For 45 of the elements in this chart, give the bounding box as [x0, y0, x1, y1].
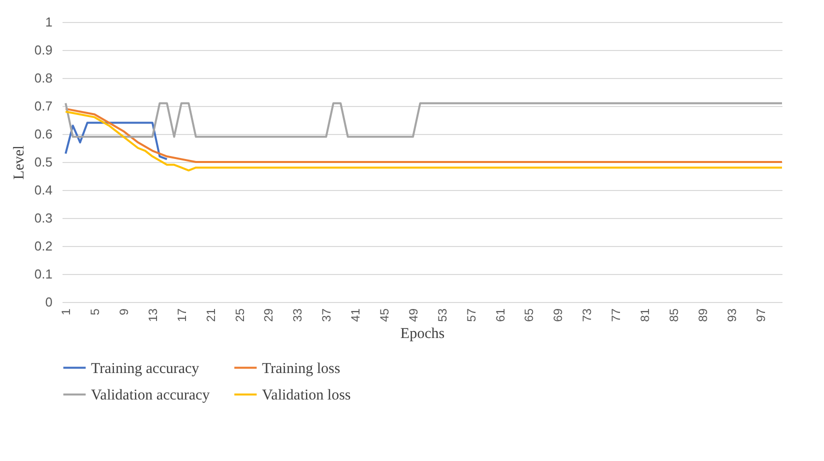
x-tick-label: 53: [435, 308, 450, 322]
line-series: [64, 122, 168, 160]
y-tick-label: 0.1: [34, 266, 52, 282]
y-tick-label: 0.6: [34, 126, 52, 142]
y-axis-title: Level: [11, 145, 28, 180]
x-tick-label: 49: [406, 308, 420, 322]
x-tick-label: 41: [348, 308, 363, 322]
x-tick-label: 65: [522, 308, 536, 322]
y-tick-label: 0.7: [34, 98, 52, 114]
line-series: [64, 108, 783, 163]
y-tick-label: 0.8: [34, 70, 52, 86]
x-tick-label: 21: [204, 308, 218, 322]
x-tick-label: 85: [666, 308, 681, 322]
x-tick-label: 33: [290, 308, 305, 322]
x-tick-label: 9: [117, 308, 132, 316]
x-tick-label: 29: [262, 308, 276, 322]
x-axis-title: Epochs: [400, 326, 445, 342]
line-series: [64, 110, 783, 172]
legend-label: Validation loss: [262, 388, 351, 404]
x-tick-label: 45: [378, 308, 392, 322]
x-tick-label: 89: [696, 308, 710, 322]
y-tick-label: 0.3: [34, 210, 52, 226]
x-tick-label: 81: [638, 308, 652, 322]
x-tick-label: 25: [232, 308, 247, 322]
legend-label: Training accuracy: [91, 360, 200, 377]
x-tick-label: 73: [580, 308, 594, 322]
y-tick-label: 1: [45, 14, 52, 30]
x-tick-label: 69: [551, 308, 566, 322]
y-tick-label: 0.9: [34, 42, 52, 58]
x-tick-label: 17: [174, 308, 189, 322]
y-tick-label: 0: [45, 294, 52, 310]
legend-label: Validation accuracy: [91, 388, 210, 404]
legend-label: Training loss: [262, 360, 340, 377]
x-tick-label: 61: [493, 308, 508, 322]
y-tick-label: 0.2: [34, 238, 52, 254]
x-tick-label: 13: [146, 308, 160, 322]
x-tick-label: 5: [88, 308, 102, 316]
x-tick-label: 1: [59, 308, 74, 316]
x-tick-label: 57: [464, 308, 478, 322]
x-tick-label: 93: [724, 308, 739, 322]
y-tick-label: 0.5: [34, 154, 52, 170]
y-tick-label: 0.4: [34, 182, 52, 198]
x-tick-label: 77: [609, 308, 624, 322]
x-tick-label: 37: [320, 308, 334, 322]
x-tick-label: 97: [754, 308, 768, 322]
